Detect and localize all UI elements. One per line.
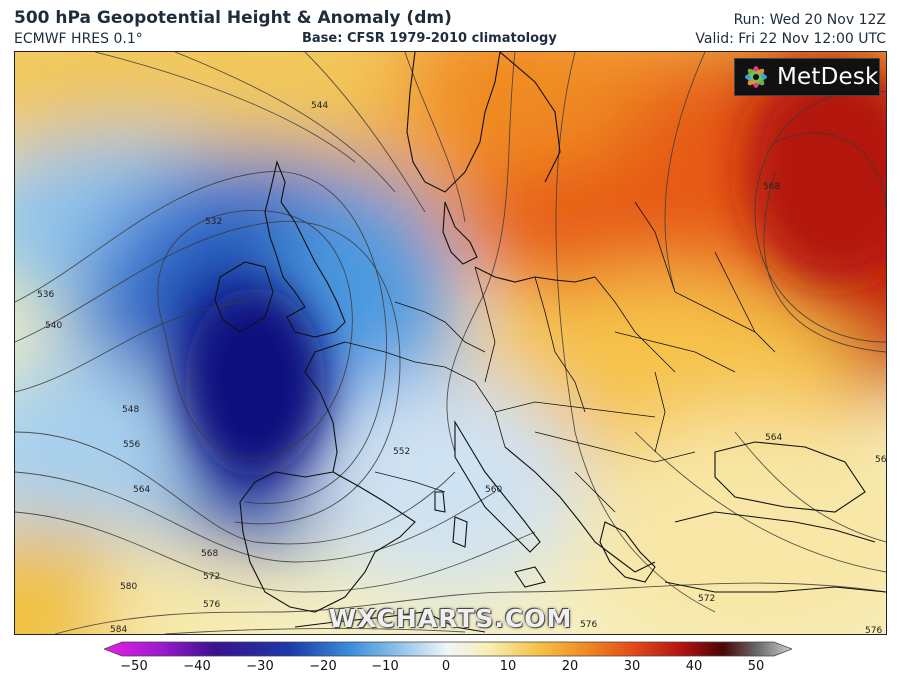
colorbar-tick: −10 <box>371 659 399 674</box>
contour-label: 548 <box>122 405 139 415</box>
contour-label: 576 <box>580 620 597 630</box>
colorbar-tick: −30 <box>246 659 274 674</box>
wxcharts-watermark: WXCHARTS.COM <box>328 604 573 633</box>
anomaly-colorbar: −50 −40 −30 −20 −10 0 10 20 30 40 50 <box>102 641 794 687</box>
contour-label: 572 <box>203 572 220 582</box>
contour-label: 532 <box>205 217 222 227</box>
valid-time-label: Valid: Fri 22 Nov 12:00 UTC <box>695 31 886 47</box>
colorbar-tick: 30 <box>623 659 641 674</box>
contour-label: 552 <box>393 447 410 457</box>
run-time-label: Run: Wed 20 Nov 12Z <box>733 12 886 28</box>
contour-label: 536 <box>37 290 54 300</box>
contour-label: 556 <box>123 440 140 450</box>
colorbar-tick: 40 <box>685 659 703 674</box>
metdesk-logo-text: MetDesk <box>777 64 879 90</box>
contour-label: 564 <box>133 485 150 495</box>
map-canvas: 532 536 540 544 548 552 556 560 564 564 … <box>15 52 886 634</box>
contour-label: 568 <box>201 549 218 559</box>
contour-label: 584 <box>110 625 127 634</box>
colorbar-tick: 20 <box>561 659 579 674</box>
contour-label: 564 <box>765 433 782 443</box>
contour-label: 572 <box>698 594 715 604</box>
colorbar-gradient <box>102 641 794 657</box>
contour-label: 540 <box>45 321 62 331</box>
contour-label: 580 <box>120 582 137 592</box>
contour-label: 56 <box>875 455 886 465</box>
contour-label: 560 <box>485 485 502 495</box>
chart-title: 500 hPa Geopotential Height & Anomaly (d… <box>14 8 452 28</box>
contour-label: 544 <box>311 101 328 111</box>
colorbar-tick: −40 <box>183 659 211 674</box>
colorbar-tick: 50 <box>747 659 765 674</box>
anomaly-map: 532 536 540 544 548 552 556 560 564 564 … <box>14 51 887 635</box>
colorbar-tick: 0 <box>441 659 451 674</box>
colorbar-tick: 10 <box>499 659 517 674</box>
metdesk-logo-icon <box>745 66 767 88</box>
colorbar-tick: −20 <box>309 659 337 674</box>
model-label: ECMWF HRES 0.1° <box>14 31 143 47</box>
contour-label: 576 <box>865 626 882 634</box>
base-climatology-label: Base: CFSR 1979-2010 climatology <box>302 31 557 46</box>
contour-label: 576 <box>203 600 220 610</box>
metdesk-logo: MetDesk <box>734 58 880 96</box>
contour-label: 568 <box>763 182 780 192</box>
colorbar-tick: −50 <box>120 659 148 674</box>
